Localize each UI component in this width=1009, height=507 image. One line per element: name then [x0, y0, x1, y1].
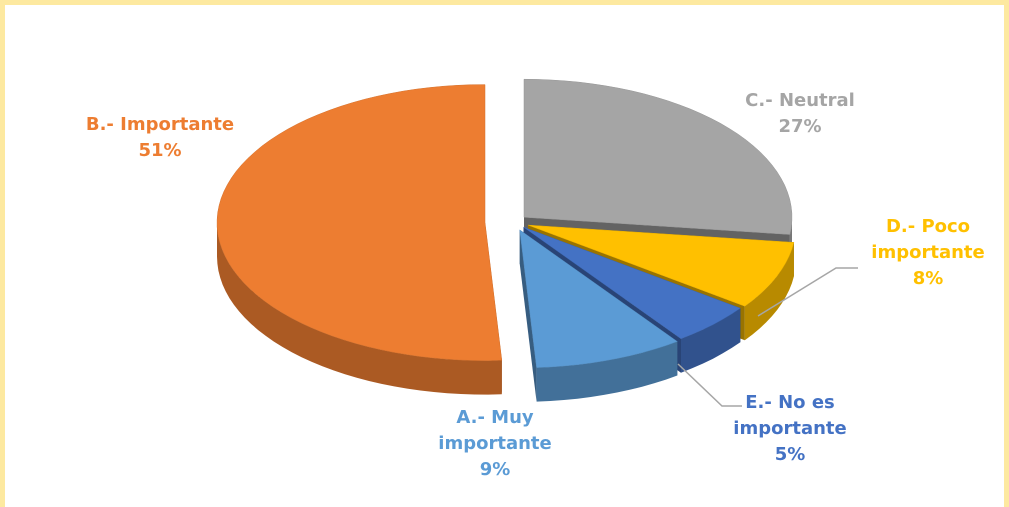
data-label: E.- No es importante 5%: [715, 390, 865, 468]
slice-side: [681, 308, 741, 373]
data-label: A.- Muy importante 9%: [425, 405, 565, 483]
category-label: A.- Muy importante: [438, 407, 552, 454]
slice-side: [744, 242, 794, 341]
value-label: 8%: [912, 268, 944, 289]
slice: [523, 78, 793, 235]
slice: [216, 84, 503, 361]
slice: [527, 224, 795, 307]
slice: [519, 229, 678, 368]
leader-line: [757, 267, 858, 317]
category-label: D.- Poco importante: [871, 216, 985, 263]
slice-side: [536, 341, 678, 402]
data-label: C.- Neutral 27%: [720, 88, 880, 140]
slice: [523, 226, 741, 339]
value-label: 51%: [138, 140, 182, 161]
value-label: 5%: [774, 444, 806, 465]
leader-line: [677, 363, 742, 407]
value-label: 9%: [479, 459, 511, 480]
category-label: E.- No es importante: [733, 392, 847, 439]
data-label: B.- Importante 51%: [60, 112, 260, 164]
slice-wall: [519, 229, 537, 402]
data-label: D.- Poco importante 8%: [858, 214, 998, 292]
category-label: B.- Importante: [85, 114, 235, 135]
slice-side: [217, 222, 502, 395]
value-label: 27%: [778, 116, 822, 137]
category-label: C.- Neutral: [745, 90, 855, 111]
